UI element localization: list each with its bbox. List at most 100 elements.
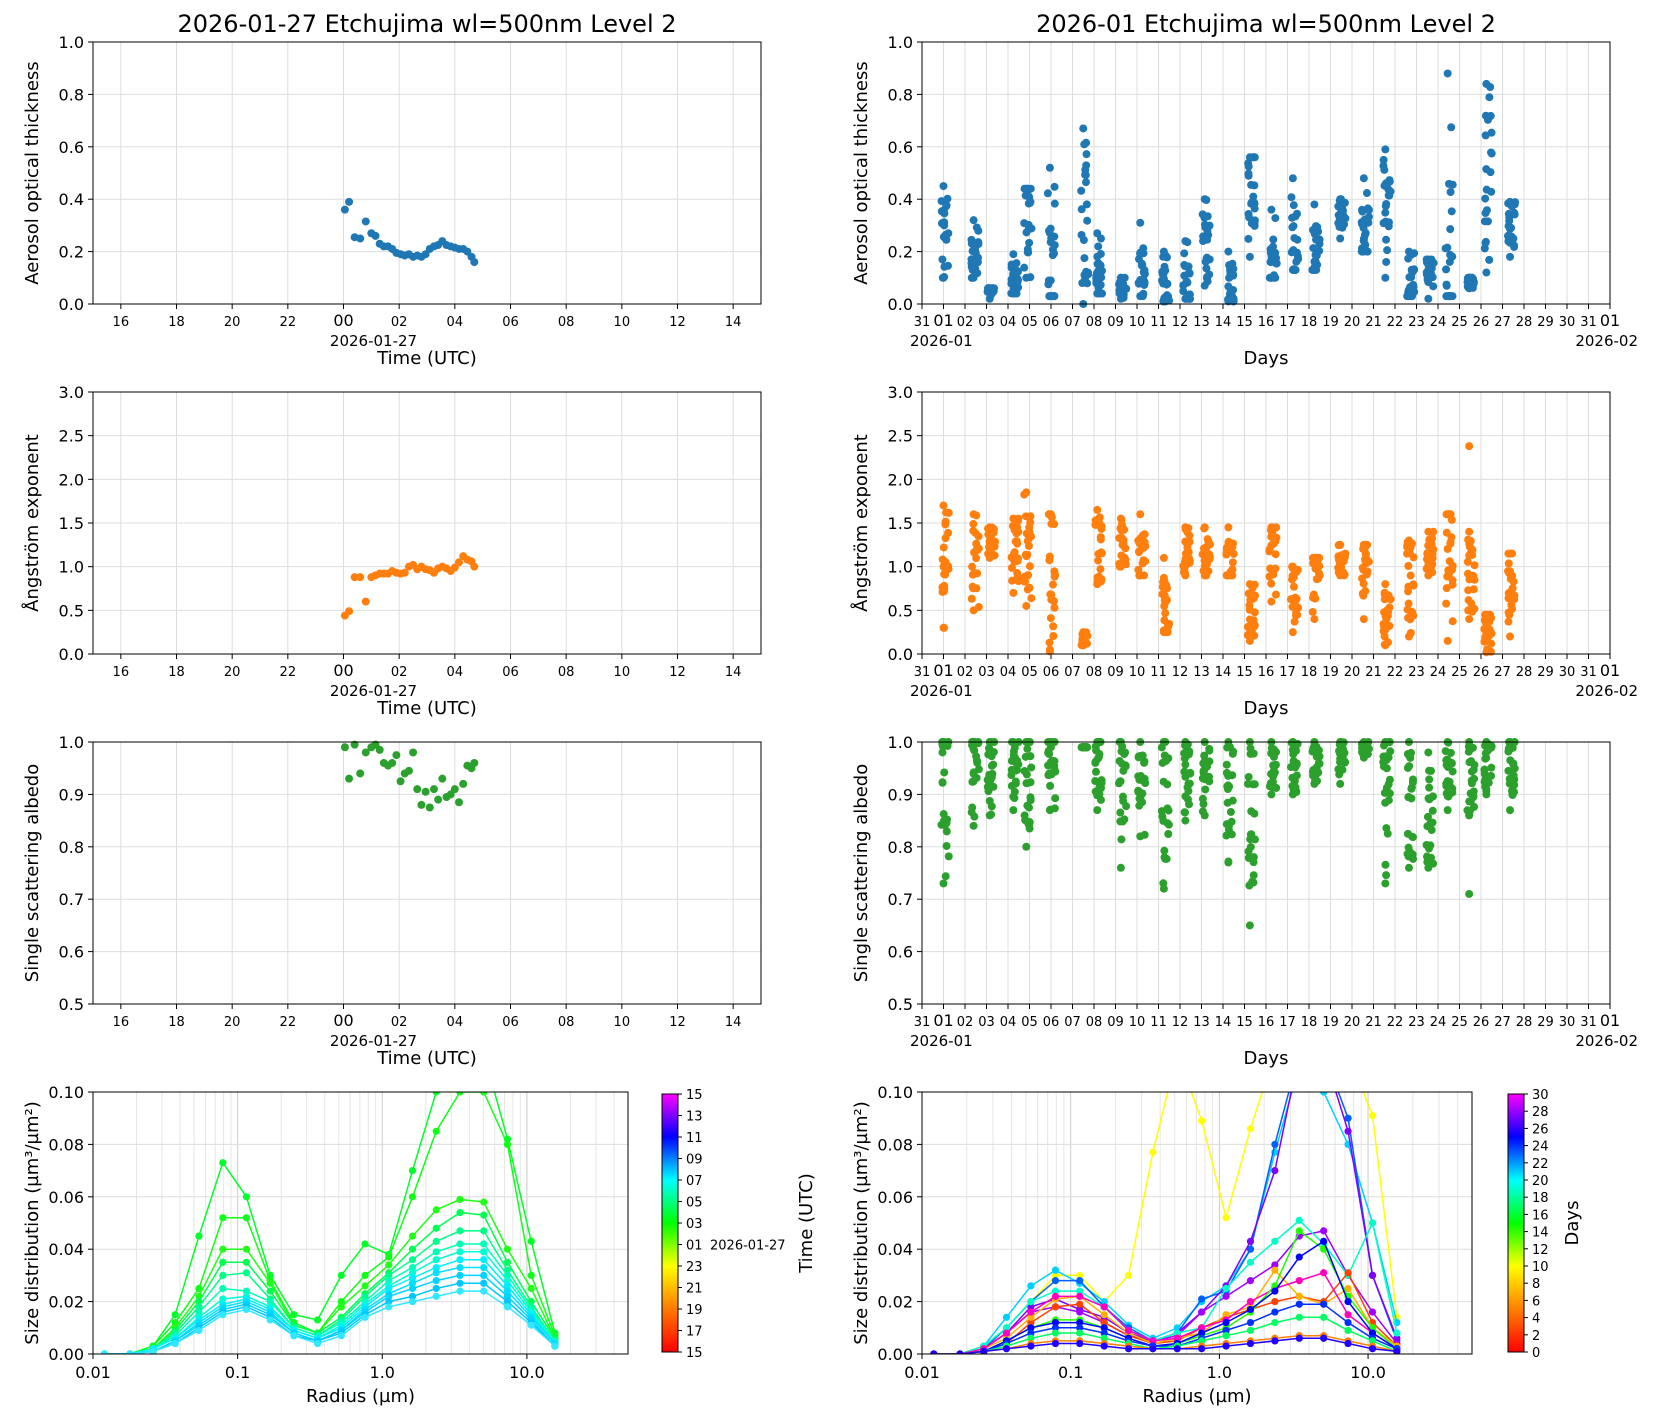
data-point [1009,289,1018,298]
data-point [337,1298,345,1306]
data-point [1336,779,1345,788]
data-point [219,1159,227,1167]
data-point [1159,884,1168,893]
x-tick-label: 18 [168,315,185,330]
data-point [1368,1337,1377,1345]
data-point [503,1292,512,1300]
data-point [340,743,349,752]
data-point [1136,249,1145,258]
data-point [1289,222,1298,231]
data-point [1270,768,1279,777]
data-point [1024,803,1033,812]
data-point [939,623,948,632]
x-tick-label: 04 [447,665,464,680]
data-point [1224,297,1233,306]
x-tick-label: 10 [1129,1015,1146,1030]
data-point [1246,1339,1255,1348]
data-point [1149,1345,1157,1353]
data-point [1296,1049,1303,1056]
data-point [1135,788,1144,797]
x-tick-label: 21 [1365,315,1382,330]
x-tick-label: 22 [280,1015,297,1030]
data-point [408,1245,417,1253]
data-point [1047,590,1056,599]
data-point [1480,777,1489,786]
data-point [1045,638,1054,647]
data-point [1296,1049,1303,1056]
data-point [1222,1284,1230,1293]
chart-title: 2026-01-27 Etchujima wl=500nm Level 2 [177,10,676,38]
y-tick-label: 1.0 [59,33,84,52]
data-point [1002,1313,1011,1321]
data-point [1051,1287,1060,1295]
data-point [1160,846,1169,855]
data-point [942,202,951,211]
data-point [1024,220,1033,229]
data-point [1381,145,1390,154]
data-point [1465,527,1474,536]
data-point [1344,1127,1352,1135]
data-point [1288,562,1297,571]
x-tick-label: 07 [1064,1015,1081,1030]
data-point [1080,254,1089,263]
data-point [503,1298,512,1306]
colorbar-tick-label: 19 [686,1303,703,1318]
plot-frame [921,391,1611,655]
data-point [1079,236,1088,245]
data-point [1027,1329,1035,1337]
y-axis-label: Aerosol optical thickness [851,61,872,284]
colorbar-tick-label: 18 [1532,1191,1549,1206]
data-point [195,1308,203,1316]
data-point [1295,1300,1303,1308]
series-line [933,1240,1398,1354]
data-point [408,1292,417,1300]
data-point [480,1271,488,1279]
x-tick-label: 06 [1043,1015,1060,1030]
data-point [1051,1292,1060,1300]
x-tick-label: 27 [1494,665,1511,680]
x-tick-label: 06 [502,1015,519,1030]
data-point [1010,548,1019,557]
data-point [1364,212,1373,221]
x-tick-label: 02 [391,1015,408,1030]
data-point [1222,1311,1230,1319]
data-point [1246,1318,1255,1327]
data-point [1482,628,1491,637]
colorbar [661,1093,679,1353]
data-point [1025,818,1034,827]
x-tick-label: 10 [614,1015,631,1030]
x-tick-label: 18 [168,1015,185,1030]
data-point [1124,1326,1133,1335]
x-tick-label: 00 [333,1011,353,1030]
data-point [1344,1339,1352,1348]
data-point [417,800,426,809]
data-point [1022,770,1031,779]
data-point [1051,1303,1060,1311]
data-point [1200,281,1209,290]
y-axis-label: Single scattering albedo [22,764,43,982]
data-point [1138,559,1147,568]
data-point [1249,871,1258,880]
data-point [432,1256,440,1264]
data-point [1447,207,1456,216]
data-point [480,1049,487,1056]
data-point [1379,622,1388,631]
x-tick-label: 06 [1043,315,1060,330]
x-tick-label: 18 [168,665,185,680]
data-point [1200,523,1209,532]
data-point [1161,609,1170,618]
data-point [1288,781,1297,790]
x-tick-label: 03 [978,665,995,680]
x-tick-label: 0.01 [75,1363,111,1382]
data-point [1136,510,1145,519]
data-point [943,261,952,270]
data-point [1335,222,1344,231]
data-point [1269,235,1278,244]
data-point [1022,779,1031,788]
data-point [1245,213,1254,222]
data-point [1269,570,1278,579]
colorbar-tick-label: 2 [1532,1329,1540,1344]
data-point [1368,1308,1377,1316]
series-group [930,1049,1401,1354]
data-point [1463,557,1472,566]
